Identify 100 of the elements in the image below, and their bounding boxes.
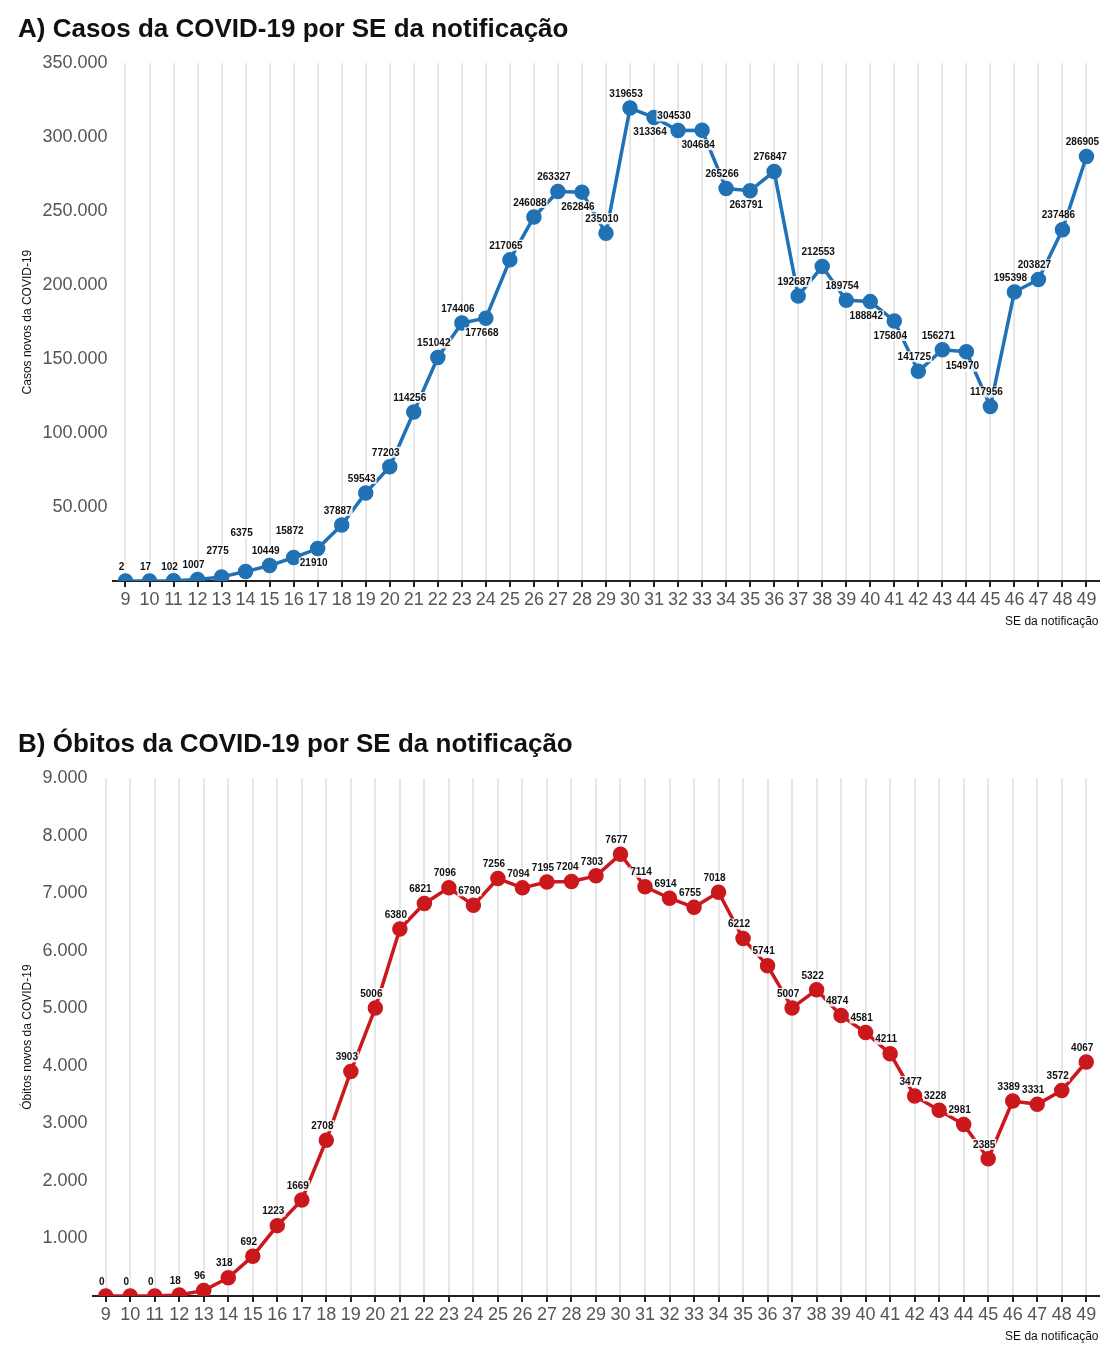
- data-label: 156271: [921, 329, 956, 341]
- point: [367, 1000, 384, 1016]
- point: [245, 1248, 261, 1264]
- data-label: 3903: [335, 1051, 359, 1063]
- y-tick-label: 9.000: [42, 767, 88, 788]
- data-label: 7256: [482, 858, 506, 870]
- x-tick-label: 33: [692, 588, 713, 609]
- data-label: 6380: [384, 908, 408, 920]
- data-label: 263791: [729, 199, 764, 211]
- data-label: 7195: [531, 861, 555, 873]
- x-tick-label: 29: [585, 1303, 606, 1324]
- x-tick-label: 30: [619, 588, 641, 609]
- point: [213, 569, 230, 581]
- data-label: 114256: [393, 391, 427, 403]
- data-label: 4874: [825, 995, 849, 1007]
- x-axis-title: SE da notificação: [1005, 1329, 1099, 1344]
- data-label: 6755: [678, 887, 702, 899]
- data-label: 7018: [703, 871, 727, 883]
- x-tick-label: 49: [1076, 588, 1097, 609]
- x-tick-label: 28: [571, 588, 592, 609]
- data-label: 304684: [681, 138, 716, 150]
- data-label: 141725: [897, 351, 932, 363]
- x-tick-label: 41: [884, 588, 905, 609]
- data-label: 189754: [825, 280, 860, 292]
- data-label: 177668: [465, 326, 499, 338]
- data-label: 2708: [311, 1119, 334, 1131]
- x-tick-label: 31: [644, 588, 665, 609]
- x-tick-label: 21: [403, 588, 424, 609]
- data-label: 3228: [924, 1090, 947, 1102]
- point: [490, 870, 506, 887]
- y-tick-label: 5.000: [42, 997, 88, 1018]
- data-label: 4581: [850, 1012, 874, 1024]
- data-label: 102: [161, 560, 179, 572]
- data-label: 6790: [458, 885, 481, 897]
- point: [931, 1102, 947, 1119]
- data-label: 195398: [993, 271, 1028, 283]
- data-label: 151042: [417, 337, 451, 349]
- point: [982, 398, 999, 415]
- point: [526, 209, 542, 225]
- x-tick-label: 19: [355, 588, 376, 609]
- x-tick-label: 27: [536, 1303, 557, 1324]
- x-tick-label: 19: [340, 1303, 361, 1324]
- data-label: 313364: [633, 126, 668, 138]
- point: [294, 1192, 310, 1208]
- x-tick-label: 35: [733, 1303, 754, 1324]
- x-tick-label: 46: [1004, 588, 1025, 609]
- data-label: 692: [240, 1235, 258, 1247]
- x-tick-label: 22: [427, 588, 448, 609]
- point: [955, 1116, 972, 1133]
- data-label: 7204: [556, 861, 580, 873]
- x-tick-label: 16: [283, 588, 304, 609]
- point: [502, 252, 518, 268]
- y-tick-label: 100.000: [42, 422, 108, 443]
- data-label: 263327: [537, 171, 572, 183]
- data-label: 7094: [507, 867, 530, 879]
- point: [838, 292, 854, 309]
- y-tick-label: 350.000: [42, 52, 108, 73]
- x-tick-label: 26: [523, 588, 544, 609]
- point: [309, 540, 326, 557]
- x-tick-label: 15: [242, 1303, 263, 1324]
- point: [622, 100, 638, 116]
- point: [862, 293, 879, 310]
- point: [906, 1088, 923, 1104]
- x-tick-label: 14: [235, 588, 256, 609]
- data-label: 59543: [347, 472, 377, 484]
- x-tick-label: 29: [595, 588, 616, 609]
- data-label: 175804: [873, 329, 908, 341]
- x-tick-label: 22: [414, 1303, 435, 1324]
- x-tick-label: 36: [764, 588, 785, 609]
- data-label: 77203: [371, 446, 401, 458]
- x-tick-label: 32: [668, 588, 689, 609]
- data-label: 5006: [360, 987, 383, 999]
- x-tick-label: 39: [831, 1303, 852, 1324]
- x-tick-label: 10: [139, 588, 160, 609]
- point: [735, 930, 751, 947]
- x-tick-label: 20: [365, 1303, 386, 1324]
- x-tick-label: 10: [120, 1303, 141, 1324]
- point: [886, 313, 903, 329]
- data-label: 6212: [727, 918, 751, 930]
- x-tick-label: 48: [1051, 1303, 1072, 1324]
- point: [1029, 1096, 1045, 1113]
- y-tick-label: 3.000: [42, 1112, 88, 1133]
- data-label: 5007: [776, 987, 800, 999]
- x-tick-label: 18: [331, 588, 352, 609]
- x-tick-label: 11: [145, 1303, 165, 1324]
- y-axis-title: Casos novos da COVID-19: [19, 249, 34, 395]
- x-tick-label: 42: [908, 588, 929, 609]
- data-label: 7096: [433, 867, 457, 879]
- data-label: 21910: [299, 557, 329, 569]
- data-label: 246088: [513, 196, 548, 208]
- data-label: 5322: [801, 969, 825, 981]
- x-tick-label: 26: [512, 1303, 533, 1324]
- x-tick-label: 16: [267, 1303, 288, 1324]
- data-label: 286905: [1065, 136, 1100, 148]
- x-tick-label: 23: [438, 1303, 459, 1324]
- data-label: 2385: [973, 1138, 996, 1150]
- x-tick-label: 40: [860, 588, 881, 609]
- x-tick-label: 15: [259, 588, 280, 609]
- x-tick-label: 12: [187, 588, 208, 609]
- data-label: 2981: [948, 1104, 972, 1116]
